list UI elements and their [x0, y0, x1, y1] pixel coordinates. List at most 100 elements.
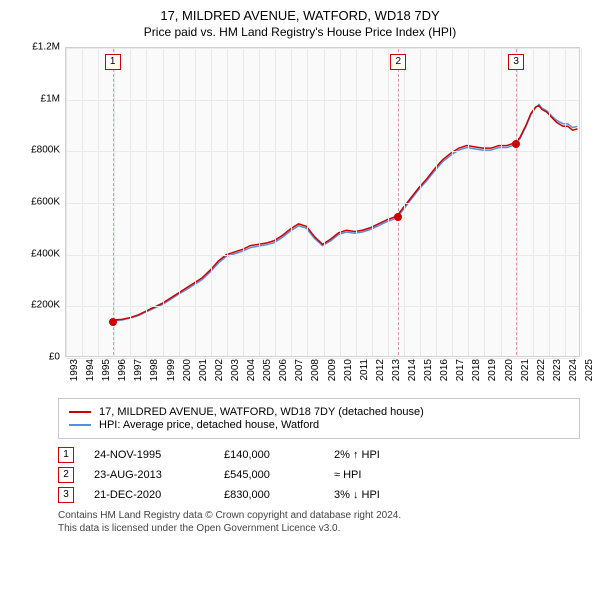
gridline-v [581, 48, 582, 356]
marker-line [113, 49, 114, 355]
x-tick-label: 2006 [278, 359, 289, 381]
gridline-v [533, 48, 534, 356]
x-tick-label: 2024 [568, 359, 579, 381]
x-tick-label: 2017 [455, 359, 466, 381]
sale-date: 21-DEC-2020 [94, 489, 204, 501]
marker-number-box: 1 [105, 54, 121, 70]
y-tick-label: £600K [31, 197, 60, 208]
gridline-h [66, 255, 579, 256]
gridline-v [114, 48, 115, 356]
x-tick-label: 2014 [407, 359, 418, 381]
legend: 17, MILDRED AVENUE, WATFORD, WD18 7DY (d… [58, 398, 580, 439]
gridline-v [130, 48, 131, 356]
gridline-v [146, 48, 147, 356]
x-tick-label: 2021 [520, 359, 531, 381]
x-tick-label: 1994 [85, 359, 96, 381]
x-tick-label: 2010 [343, 359, 354, 381]
gridline-v [259, 48, 260, 356]
gridline-v [501, 48, 502, 356]
y-tick-label: £200K [31, 300, 60, 311]
gridline-v [324, 48, 325, 356]
footer-line-2: This data is licensed under the Open Gov… [58, 522, 580, 535]
x-tick-label: 2007 [294, 359, 305, 381]
x-tick-label: 2009 [327, 359, 338, 381]
legend-item: 17, MILDRED AVENUE, WATFORD, WD18 7DY (d… [69, 406, 569, 418]
sale-row: 223-AUG-2013£545,000≈ HPI [58, 467, 580, 483]
sale-row: 124-NOV-1995£140,0002% ↑ HPI [58, 447, 580, 463]
marker-line [516, 49, 517, 355]
gridline-v [565, 48, 566, 356]
marker-line [398, 49, 399, 355]
x-tick-label: 2013 [391, 359, 402, 381]
line-svg [66, 48, 579, 356]
gridline-v [549, 48, 550, 356]
marker-number-box: 3 [508, 54, 524, 70]
sale-price: £830,000 [224, 489, 314, 501]
x-tick-label: 2023 [552, 359, 563, 381]
gridline-v [356, 48, 357, 356]
gridline-v [98, 48, 99, 356]
sale-diff: ≈ HPI [334, 469, 361, 481]
x-tick-label: 2019 [487, 359, 498, 381]
gridline-v [307, 48, 308, 356]
gridline-h [66, 100, 579, 101]
sale-number-box: 2 [58, 467, 74, 483]
gridline-v [340, 48, 341, 356]
sale-diff: 3% ↓ HPI [334, 489, 380, 501]
gridline-v [275, 48, 276, 356]
gridline-v [66, 48, 67, 356]
x-tick-label: 1996 [117, 359, 128, 381]
chart-title: 17, MILDRED AVENUE, WATFORD, WD18 7DY [10, 8, 590, 23]
y-tick-label: £1M [41, 93, 60, 104]
x-axis: 1993199419951996199719981999200020012002… [65, 359, 580, 393]
legend-item: HPI: Average price, detached house, Watf… [69, 419, 569, 431]
y-tick-label: £800K [31, 145, 60, 156]
x-tick-label: 2025 [584, 359, 595, 381]
gridline-v [404, 48, 405, 356]
marker-dot [512, 140, 520, 148]
gridline-v [163, 48, 164, 356]
x-tick-label: 2008 [310, 359, 321, 381]
sale-diff: 2% ↑ HPI [334, 449, 380, 461]
x-tick-label: 2022 [536, 359, 547, 381]
sale-number-box: 1 [58, 447, 74, 463]
plot-region: 123 [65, 47, 580, 357]
chart-container: 17, MILDRED AVENUE, WATFORD, WD18 7DY Pr… [0, 0, 600, 539]
gridline-v [243, 48, 244, 356]
gridline-h [66, 48, 579, 49]
x-tick-label: 1999 [166, 359, 177, 381]
chart-subtitle: Price paid vs. HM Land Registry's House … [10, 25, 590, 39]
x-tick-label: 2015 [423, 359, 434, 381]
chart-area: £0£200K£400K£600K£800K£1M£1.2M 123 19931… [20, 47, 580, 392]
x-tick-label: 1997 [133, 359, 144, 381]
x-tick-label: 2016 [439, 359, 450, 381]
footer-line-1: Contains HM Land Registry data © Crown c… [58, 509, 580, 522]
y-tick-label: £1.2M [32, 42, 60, 53]
legend-swatch [69, 424, 91, 426]
x-tick-label: 2018 [471, 359, 482, 381]
gridline-v [468, 48, 469, 356]
x-tick-label: 2003 [230, 359, 241, 381]
legend-label: HPI: Average price, detached house, Watf… [99, 419, 319, 431]
y-tick-label: £0 [49, 352, 60, 363]
gridline-v [291, 48, 292, 356]
legend-swatch [69, 411, 91, 413]
x-tick-label: 2001 [198, 359, 209, 381]
marker-dot [109, 318, 117, 326]
gridline-v [484, 48, 485, 356]
y-axis: £0£200K£400K£600K£800K£1M£1.2M [20, 47, 65, 357]
x-tick-label: 1993 [69, 359, 80, 381]
x-tick-label: 1995 [101, 359, 112, 381]
sale-price: £140,000 [224, 449, 314, 461]
gridline-v [372, 48, 373, 356]
x-tick-label: 2004 [246, 359, 257, 381]
x-tick-label: 2012 [375, 359, 386, 381]
gridline-v [179, 48, 180, 356]
gridline-v [82, 48, 83, 356]
gridline-v [227, 48, 228, 356]
marker-dot [394, 213, 402, 221]
gridline-v [195, 48, 196, 356]
series-line [113, 106, 578, 320]
x-tick-label: 2002 [214, 359, 225, 381]
sale-date: 23-AUG-2013 [94, 469, 204, 481]
